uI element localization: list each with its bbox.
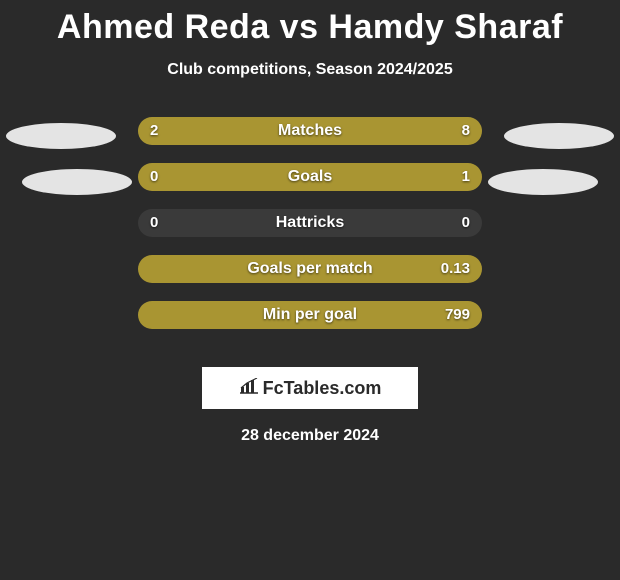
stat-row: Goals0 1 (0, 163, 620, 209)
player-marker-right (488, 169, 598, 195)
stat-row: Hattricks0 0 (0, 209, 620, 255)
page-title: Ahmed Reda vs Hamdy Sharaf (0, 0, 620, 47)
bar-chart-icon (239, 378, 259, 399)
stat-label: Hattricks (138, 209, 482, 237)
player-marker-left (22, 169, 132, 195)
stat-value-left: 2 (150, 117, 158, 145)
stat-row: Matches2 8 (0, 117, 620, 163)
stat-value-right: 0.13 (441, 255, 470, 283)
player-marker-left (6, 123, 116, 149)
stat-value-left: 0 (150, 209, 158, 237)
brand-text: FcTables.com (263, 378, 382, 399)
brand-badge: FcTables.com (202, 367, 418, 409)
stat-value-right: 0 (462, 209, 470, 237)
stat-label: Matches (138, 117, 482, 145)
subtitle: Club competitions, Season 2024/2025 (0, 61, 620, 79)
stat-label: Goals (138, 163, 482, 191)
date-text: 28 december 2024 (0, 427, 620, 445)
stats-block: Matches28Goals01Hattricks00Goals per mat… (0, 117, 620, 347)
player-marker-right (504, 123, 614, 149)
stat-row: Goals per match0.13 (0, 255, 620, 301)
stat-label: Min per goal (138, 301, 482, 329)
stat-value-right: 799 (445, 301, 470, 329)
stat-value-right: 8 (462, 117, 470, 145)
stat-row: Min per goal799 (0, 301, 620, 347)
stat-value-left: 0 (150, 163, 158, 191)
comparison-infographic: Ahmed Reda vs Hamdy Sharaf Club competit… (0, 0, 620, 580)
stat-label: Goals per match (138, 255, 482, 283)
stat-value-right: 1 (462, 163, 470, 191)
